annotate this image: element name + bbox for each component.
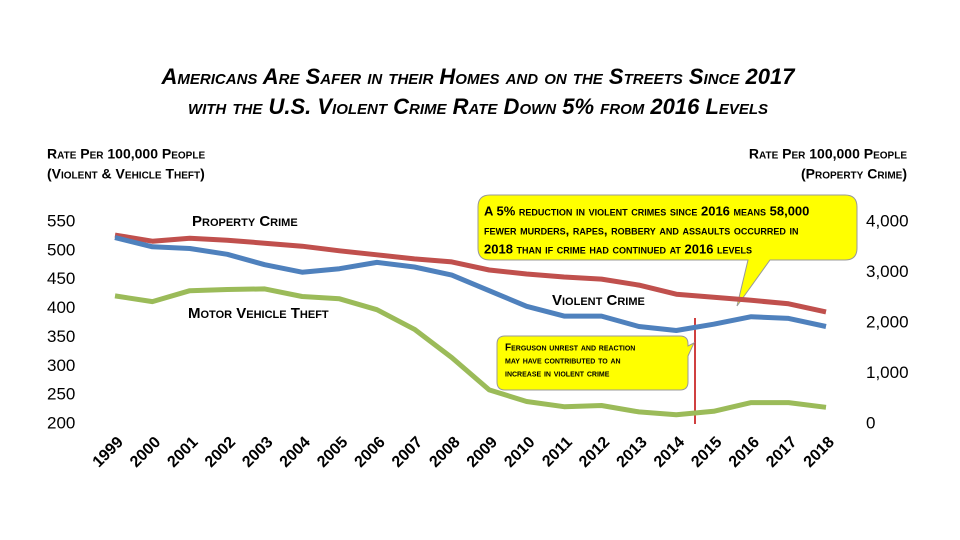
- y2-axis-label: Rate Per 100,000 People: [749, 146, 907, 162]
- y-axis-label: (Violent & Vehicle Theft): [47, 166, 205, 182]
- y-tick-label: 550: [47, 211, 75, 230]
- y-tick-label: 450: [47, 269, 75, 288]
- chart-title: with the U.S. Violent Crime Rate Down 5%…: [188, 94, 768, 119]
- callout-text: fewer murders, rapes, robbery and assaul…: [484, 222, 799, 237]
- x-tick-label: 2007: [389, 434, 426, 471]
- y-tick-label: 500: [47, 240, 75, 259]
- x-tick-label: 2014: [651, 434, 688, 471]
- x-tick-label: 2016: [726, 434, 763, 471]
- callout-text: 2018 than if crime had continued at 2016…: [484, 241, 752, 256]
- x-tick-label: 2013: [614, 434, 651, 471]
- y-tick-label: 200: [47, 413, 75, 432]
- series-label: Property Crime: [192, 213, 298, 230]
- x-tick-label: 2005: [314, 434, 351, 471]
- x-tick-label: 2002: [202, 434, 239, 471]
- x-tick-label: 2017: [763, 434, 800, 471]
- y2-tick-label: 0: [866, 413, 875, 432]
- x-tick-label: 2009: [464, 434, 501, 471]
- x-tick-label: 2001: [164, 434, 201, 471]
- y-tick-label: 300: [47, 356, 75, 375]
- callout-box: [496, 335, 696, 391]
- y2-tick-label: 3,000: [866, 262, 909, 281]
- x-tick-label: 2000: [127, 434, 164, 471]
- callout-box: [477, 194, 858, 307]
- y2-tick-label: 2,000: [866, 312, 909, 331]
- y-tick-label: 350: [47, 327, 75, 346]
- y-tick-label: 250: [47, 385, 75, 404]
- series-line: [114, 232, 827, 315]
- callout-text: A 5% reduction in violent crimes since 2…: [484, 203, 809, 218]
- series-line: [114, 286, 827, 418]
- series-line: [114, 235, 827, 333]
- y2-axis-label: (Property Crime): [801, 166, 907, 182]
- x-tick-label: 1999: [90, 434, 127, 471]
- callout-text: may have contributed to an: [505, 356, 621, 367]
- x-tick-label: 2015: [688, 434, 725, 471]
- y-axis-label: Rate Per 100,000 People: [47, 146, 205, 162]
- y-tick-label: 400: [47, 298, 75, 317]
- series-label: Violent Crime: [552, 292, 645, 309]
- x-tick-label: 2010: [501, 434, 538, 471]
- y2-tick-label: 1,000: [866, 363, 909, 382]
- x-tick-label: 2018: [801, 434, 838, 471]
- x-tick-label: 2011: [539, 434, 576, 471]
- x-tick-label: 2012: [576, 434, 613, 471]
- x-tick-label: 2003: [239, 434, 276, 471]
- x-tick-label: 2006: [352, 434, 389, 471]
- callout-text: increase in violent crime: [505, 369, 610, 380]
- series-label: Motor Vehicle Theft: [188, 305, 329, 322]
- y2-tick-label: 4,000: [866, 211, 909, 230]
- x-tick-label: 2004: [277, 434, 314, 471]
- callout-text: Ferguson unrest and reaction: [505, 343, 635, 354]
- x-tick-label: 2008: [426, 434, 463, 471]
- chart-title: Americans Are Safer in their Homes and o…: [161, 64, 797, 89]
